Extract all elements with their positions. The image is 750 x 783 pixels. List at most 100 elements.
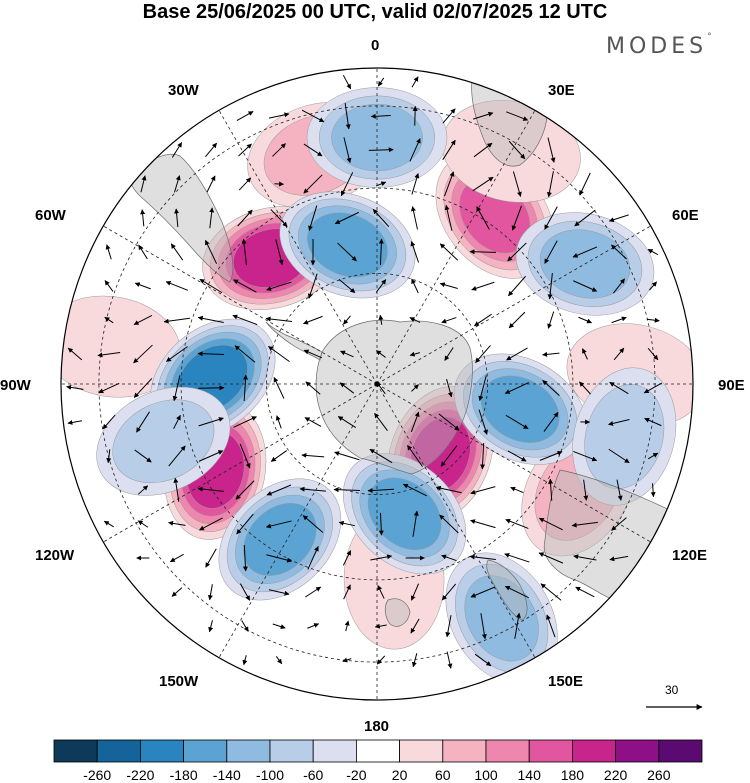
wind-vector-arrow <box>339 382 355 394</box>
wind-vector-arrow <box>378 512 384 536</box>
wind-vector-arrow <box>338 278 356 294</box>
wind-vector-arrow <box>540 583 562 601</box>
wind-vector-arrow <box>613 347 625 361</box>
wind-vector-arrow <box>303 143 323 157</box>
wind-vector-arrow <box>103 520 114 528</box>
wind-vector-arrow <box>611 244 627 260</box>
wind-vector-arrow <box>266 281 292 291</box>
wind-vector-arrow <box>505 518 529 529</box>
wind-vector-arrow <box>305 381 321 395</box>
wind-vector-arrow <box>265 520 292 529</box>
lon-label-120e: 120E <box>672 547 708 564</box>
wind-vector-arrow <box>439 282 458 289</box>
wind-vector-arrow <box>411 278 419 294</box>
wind-vector-arrow <box>337 416 357 428</box>
colorbar-tick-label: -20 <box>346 767 367 783</box>
wind-vector-arrow <box>275 415 282 429</box>
colorbar-tick-label: 180 <box>560 767 585 783</box>
meridian-line <box>376 383 536 658</box>
wind-vector-arrow <box>445 615 452 638</box>
wind-vector-arrow <box>514 612 521 639</box>
wind-vector-arrow <box>478 375 487 402</box>
wind-vector-arrow <box>611 517 627 531</box>
wind-vector-arrow <box>172 375 181 402</box>
wind-vector-arrow <box>198 417 224 427</box>
wind-vector-arrow <box>470 519 496 529</box>
wind-vector-arrow <box>66 384 84 390</box>
wind-vector-arrow <box>137 485 149 495</box>
wind-vector-arrow <box>239 443 251 469</box>
wind-vector-arrow <box>134 449 152 463</box>
wind-vector-arrow <box>204 142 218 158</box>
wind-vector-arrow <box>242 655 248 666</box>
wind-vector-arrow <box>372 209 390 227</box>
wind-vector-arrow <box>546 614 556 638</box>
meridian-line <box>376 225 651 385</box>
colorbar-swatch <box>269 739 314 763</box>
wind-vector-arrow <box>444 171 455 197</box>
wind-vector-arrow <box>504 382 530 394</box>
wind-vector-arrow <box>612 278 626 294</box>
wind-vector-arrow <box>411 76 419 88</box>
wind-vector-arrow <box>102 414 116 430</box>
wind-vector-arrow <box>542 379 560 397</box>
wind-vector-arrow <box>480 613 487 640</box>
wind-vector-arrow <box>236 111 254 121</box>
lon-label-60e: 60E <box>672 207 699 224</box>
wind-vector-arrow <box>439 243 459 261</box>
wind-vector-arrow <box>168 520 186 526</box>
lon-label-30w: 30W <box>168 82 199 99</box>
colorbar-swatch <box>139 739 184 763</box>
wind-vector-arrow <box>474 653 492 667</box>
reference-vector-label: 30 <box>665 683 679 697</box>
wind-vector-arrow <box>308 205 318 231</box>
wind-vector-arrow <box>511 205 522 231</box>
wind-vector-arrow <box>435 485 462 494</box>
wind-vector-arrow <box>199 517 223 531</box>
wind-vector-arrow <box>470 586 496 598</box>
wind-vector-arrow <box>197 486 224 492</box>
colorbar-tick-label: 220 <box>603 767 628 783</box>
wind-vector-arrow <box>376 381 386 395</box>
wind-vector-arrow <box>411 653 418 668</box>
lon-label-150w: 150W <box>159 673 199 690</box>
wind-vector-arrow <box>505 414 529 430</box>
wind-vector-arrow <box>376 655 386 665</box>
wind-vector-arrow <box>544 206 558 230</box>
wind-vector-arrow <box>197 385 225 391</box>
wind-vector-arrow <box>67 347 83 361</box>
wind-vector-arrow <box>370 113 391 119</box>
colorbar-swatch <box>572 739 617 763</box>
wind-vector-arrow <box>367 488 395 493</box>
wind-vector-arrow <box>571 521 598 528</box>
island-land <box>384 598 411 627</box>
lon-label-0: 0 <box>371 37 380 54</box>
logo-mark: ° <box>707 32 712 42</box>
wind-vector-arrow <box>265 316 292 322</box>
wind-vector-arrow <box>304 417 322 427</box>
wind-vector-arrow <box>644 417 662 427</box>
wind-vector-arrow <box>343 315 351 325</box>
lon-label-90w: 90W <box>0 377 31 394</box>
wind-vector-arrow <box>171 142 183 158</box>
wind-vector-arrow <box>266 554 293 563</box>
wind-vector-arrow <box>342 657 352 663</box>
meridian-line <box>103 225 378 385</box>
colorbar-swatch <box>528 739 573 763</box>
wind-vector-arrow <box>206 175 216 193</box>
wind-vector-arrow <box>441 554 457 562</box>
wind-vector-arrow <box>538 552 564 564</box>
map-title: Base 25/06/2025 00 UTC, valid 02/07/2025… <box>142 1 608 23</box>
wind-vector-arrow <box>616 479 623 501</box>
wind-vector-arrow <box>140 209 146 227</box>
wind-vector-arrow <box>197 315 224 324</box>
wind-vector-arrow <box>441 317 457 324</box>
wind-vector-arrow <box>442 108 456 124</box>
wind-vector-arrow <box>343 137 352 164</box>
wind-vector-arrow <box>302 515 324 533</box>
wind-vector-arrow <box>233 279 257 293</box>
wind-vector-arrow <box>374 412 388 431</box>
wind-vector-arrow <box>472 111 494 120</box>
wind-vector-arrow <box>444 347 454 361</box>
wind-vector-arrow <box>446 651 453 669</box>
